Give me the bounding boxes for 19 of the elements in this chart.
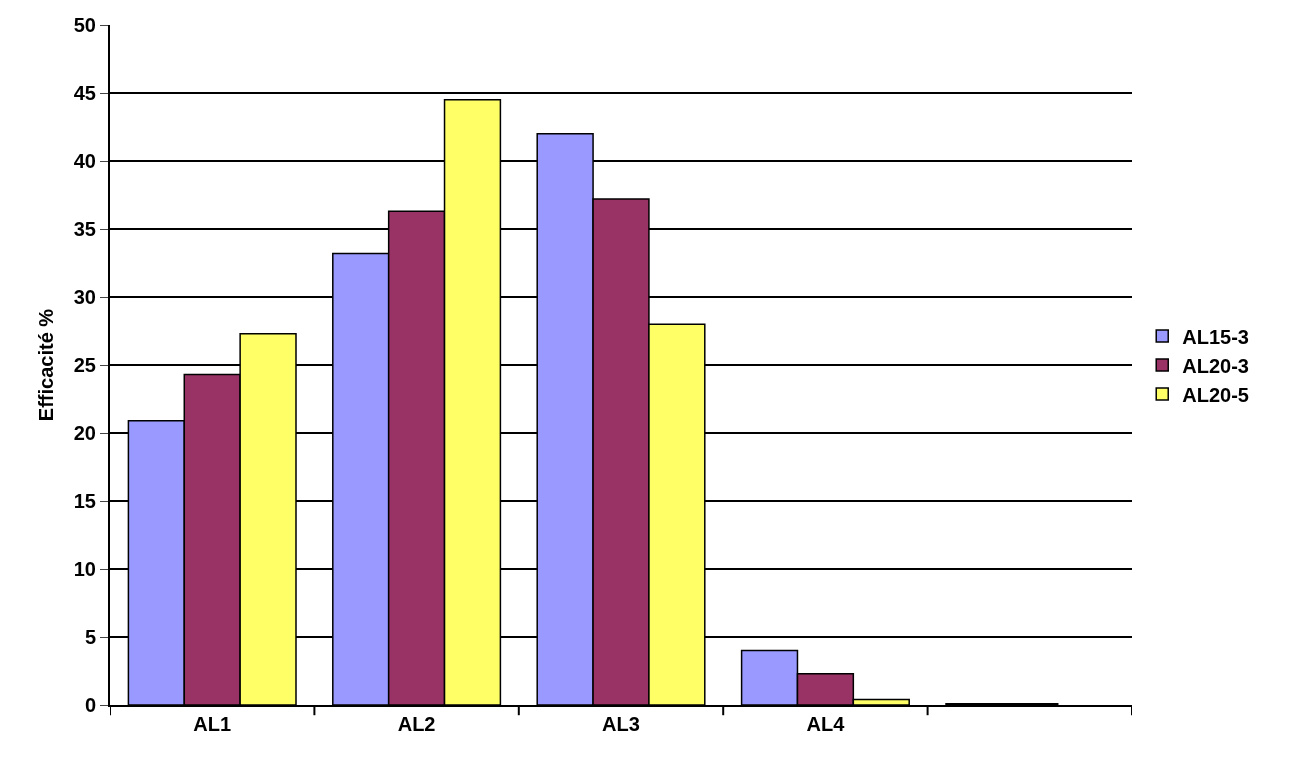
x-tick-label: AL1 [193, 713, 232, 735]
y-tick-label: 5 [84, 626, 96, 648]
y-axis-title: Efficacité % [34, 308, 57, 422]
y-tick-label: 15 [73, 490, 96, 512]
x-tick-label: AL3 [602, 713, 640, 735]
legend-label: AL20-3 [1182, 354, 1249, 377]
y-tick-label: 40 [73, 150, 96, 172]
y-tick-label: 50 [73, 14, 96, 36]
y-tick-label: 25 [73, 354, 96, 376]
y-tick-label: 35 [73, 218, 96, 240]
y-tick-label: 20 [73, 422, 96, 444]
x-tick-label: AL4 [806, 713, 846, 735]
y-tick-label: 45 [73, 82, 96, 104]
legend-label: AL20-5 [1182, 383, 1249, 406]
x-tick-label: AL2 [397, 713, 436, 735]
legend-label: AL15-3 [1182, 325, 1249, 348]
y-tick-label: 10 [73, 558, 96, 580]
y-tick-label: 30 [73, 286, 96, 308]
y-tick-label: 0 [84, 694, 96, 716]
